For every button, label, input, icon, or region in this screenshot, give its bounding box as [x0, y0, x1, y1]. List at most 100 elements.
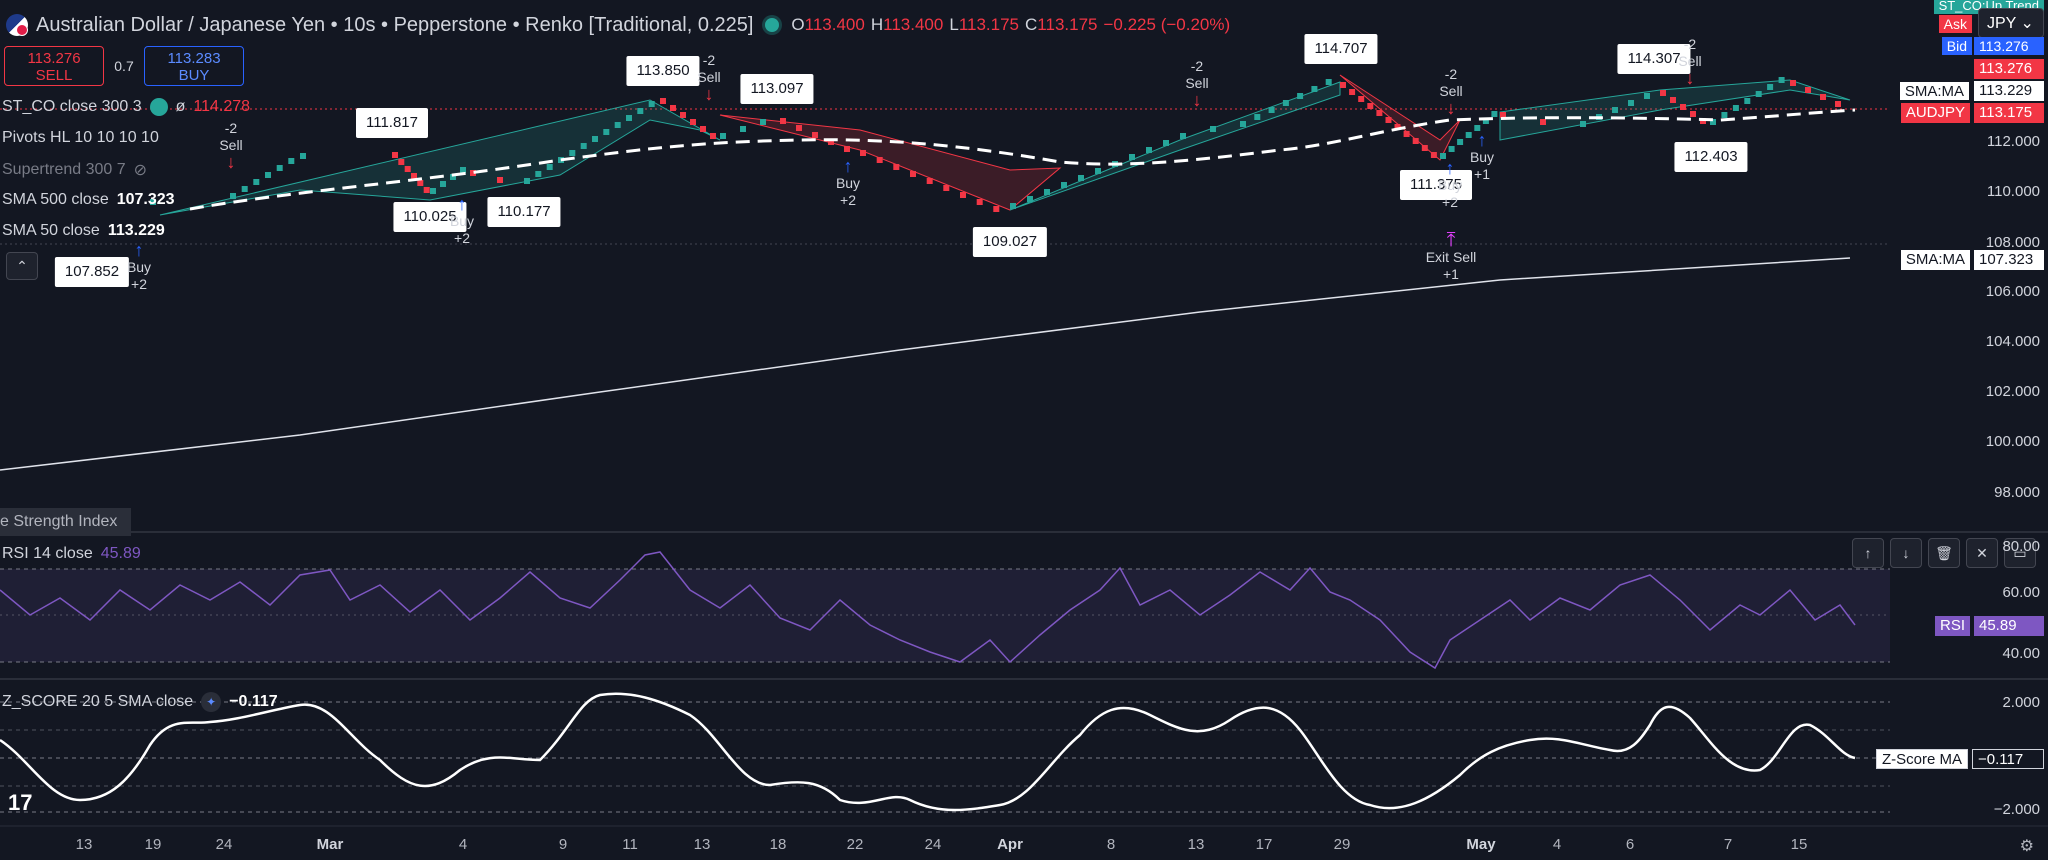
- sparkle-icon[interactable]: ✦: [201, 692, 222, 712]
- buy-signal[interactable]: ↑ Buy +2: [449, 194, 475, 246]
- collapse-icon[interactable]: ✕: [1966, 538, 1998, 568]
- renko-up-brick: [300, 153, 306, 159]
- renko-up-brick: [740, 126, 746, 132]
- z-value-tag: −0.117: [1972, 749, 2044, 769]
- renko-up-brick: [569, 150, 576, 156]
- renko-down-brick: [780, 118, 786, 124]
- sma500-line[interactable]: [0, 257, 1851, 471]
- interval-label[interactable]: 10s: [343, 13, 376, 36]
- renko-up-brick: [1440, 153, 1446, 159]
- renko-up-brick: [1710, 119, 1716, 125]
- currency-selector[interactable]: JPY ⌄: [1978, 8, 2044, 38]
- arrow-down-icon[interactable]: ↓: [1890, 538, 1922, 568]
- sell-signal[interactable]: -2 Sell ↓: [1185, 58, 1209, 110]
- renko-up-brick: [626, 115, 632, 121]
- supertrend-band: [1009, 81, 1341, 211]
- zscore-line[interactable]: [0, 692, 1856, 812]
- bid-tag: Bid: [1941, 37, 1972, 55]
- renko-down-brick: [1358, 96, 1365, 102]
- renko-down-brick: [1421, 145, 1428, 151]
- supertrend-bands: [159, 74, 1851, 216]
- indicator-sma50[interactable]: SMA 50 close 113.229: [2, 222, 165, 239]
- pivot-high-label: 111.817: [356, 108, 428, 138]
- renko-down-brick: [1367, 103, 1374, 109]
- market-status-icon: [765, 18, 780, 32]
- renko-down-brick: [993, 206, 1000, 212]
- renko-down-brick: [893, 164, 900, 170]
- zscore-legend[interactable]: Z_SCORE 20 5 SMA close ✦ −0.117: [2, 692, 278, 712]
- rsi-pane-title[interactable]: e Strength Index: [0, 508, 132, 536]
- renko-down-brick: [943, 185, 950, 191]
- arrow-up-icon: ↑: [1445, 158, 1455, 178]
- price-tick: 112.000: [1986, 133, 2040, 150]
- bid-value-tag: 113.276: [1974, 37, 2044, 55]
- z-tick: −2.000: [1993, 801, 2040, 818]
- renko-up-brick: [1482, 118, 1489, 124]
- buy-signal[interactable]: ↑ Buy +1: [1469, 130, 1495, 182]
- arrow-up-icon[interactable]: ↑: [1852, 538, 1884, 568]
- last-symbol-tag: AUDJPY: [1900, 103, 1970, 123]
- indicator-supertrend[interactable]: Supertrend 300 7 ⊘: [2, 161, 148, 179]
- gear-icon[interactable]: ⚙: [2019, 838, 2034, 855]
- sma50-line[interactable]: [189, 108, 1856, 211]
- arrow-down-icon: ↓: [226, 152, 236, 172]
- trade-panel: 113.276 SELL 0.7 113.283 BUY: [4, 46, 244, 86]
- supertrend-band: [1499, 79, 1851, 141]
- tradingview-logo-icon[interactable]: 17: [8, 790, 33, 815]
- sell-signal[interactable]: -2 Sell ↓: [697, 52, 721, 104]
- renko-down-brick: [1349, 89, 1356, 95]
- renko-down-brick: [876, 157, 883, 163]
- time-tick: 11: [622, 836, 638, 853]
- renko-up-brick: [614, 122, 621, 128]
- indicator-sma500[interactable]: SMA 500 close 107.323: [2, 191, 175, 208]
- z-label-tag: Z-Score MA: [1875, 749, 1968, 769]
- time-tick: 4: [458, 836, 468, 853]
- trash-icon[interactable]: 🗑: [1928, 538, 1960, 568]
- buy-signal[interactable]: ↑ Buy +2: [126, 240, 152, 292]
- rsi-value-tag: 45.89: [1974, 616, 2044, 636]
- renko-down-brick: [960, 192, 966, 198]
- renko-down-brick: [1790, 80, 1796, 86]
- sell-signal[interactable]: -2 Sell ↓: [219, 120, 243, 172]
- hidden-eye-icon[interactable]: ⊘: [133, 162, 148, 179]
- arrow-down-icon: ↓: [1446, 98, 1456, 118]
- collapse-legend-button[interactable]: ⌃: [6, 252, 38, 280]
- renko-down-brick: [411, 173, 417, 179]
- symbol-header[interactable]: Australian Dollar / Japanese Yen • 10s •…: [0, 8, 1236, 42]
- rsi-legend[interactable]: RSI 14 close 45.89: [2, 545, 141, 562]
- arrow-up-icon: ↑: [457, 194, 467, 214]
- rsi-band: [0, 569, 1890, 662]
- time-tick: May: [1466, 836, 1496, 853]
- time-tick: 15: [1790, 836, 1808, 853]
- rsi-line[interactable]: [0, 551, 1856, 670]
- renko-up-brick: [546, 164, 553, 170]
- renko-bricks[interactable]: [150, 77, 1841, 212]
- renko-down-brick: [497, 177, 503, 183]
- pivot-high-label: 113.097: [740, 74, 814, 104]
- time-tick: 13: [1187, 836, 1205, 853]
- renko-down-brick: [1540, 119, 1546, 125]
- sell-button[interactable]: 113.276 SELL: [4, 46, 104, 86]
- pivot-high-label: 114.707: [1304, 34, 1378, 64]
- maximize-icon[interactable]: ▭: [2004, 538, 2036, 568]
- buy-signal[interactable]: ↑ Buy +2: [835, 156, 861, 208]
- st-co-value: 114.278: [193, 98, 251, 115]
- pivot-low-label: 109.027: [972, 227, 1048, 257]
- ask-value-tag: 113.276: [1974, 59, 2044, 79]
- renko-down-brick: [1385, 117, 1392, 123]
- rsi-tick: 60.00: [2002, 584, 2040, 601]
- symbol-title[interactable]: Australian Dollar / Japanese Yen: [36, 13, 326, 36]
- exit-sell-signal[interactable]: ⤒ Exit Sell +1: [1425, 229, 1477, 282]
- alert-icon[interactable]: [149, 98, 168, 116]
- sell-signal[interactable]: -2 Sell ↓: [1439, 66, 1463, 118]
- sma-value-tag: 113.229: [1974, 81, 2044, 101]
- renko-up-brick: [1282, 100, 1289, 106]
- buy-button[interactable]: 113.283 BUY: [144, 46, 244, 86]
- indicator-pivots[interactable]: Pivots HL 10 10 10 10: [2, 129, 159, 146]
- buy-signal[interactable]: ↑ Buy +2: [1437, 158, 1463, 210]
- time-tick: 13: [693, 836, 711, 853]
- sell-signal[interactable]: -2 Sell ↓: [1678, 36, 1702, 88]
- indicator-st-co[interactable]: ST_CO close 300 3 ø 114.278: [2, 98, 251, 116]
- chart-type-label[interactable]: Renko [Traditional, 0.225]: [525, 13, 754, 36]
